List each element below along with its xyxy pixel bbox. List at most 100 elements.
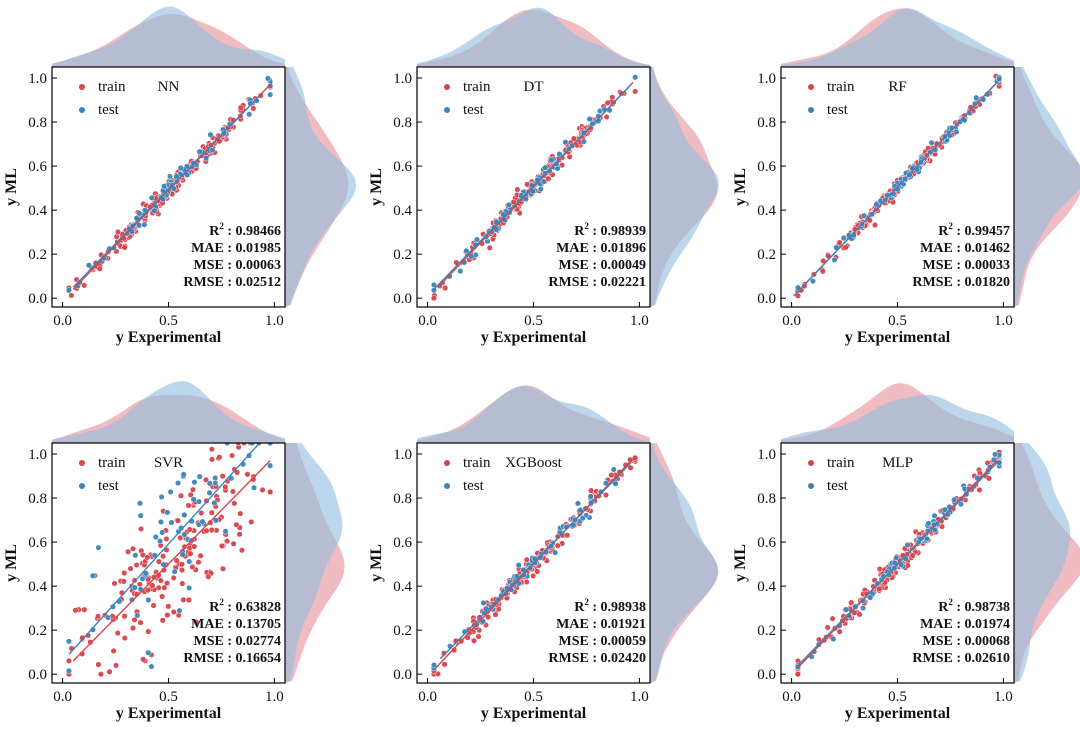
point-test — [923, 535, 931, 542]
point-train — [160, 553, 167, 560]
point-test — [611, 480, 619, 487]
point-train — [554, 542, 561, 549]
point-train — [131, 577, 138, 584]
point-test — [195, 498, 203, 505]
legend-label-train: train — [463, 455, 491, 471]
point-test — [951, 496, 958, 503]
x-tick-label: 0.0 — [53, 313, 72, 329]
x-tick-label: 1.0 — [630, 689, 649, 705]
point-test — [136, 210, 143, 217]
point-train — [137, 619, 144, 626]
point-test — [159, 529, 166, 536]
point-train — [603, 113, 610, 121]
point-test — [139, 575, 146, 582]
kde-right-test — [649, 443, 718, 683]
point-train — [95, 661, 102, 668]
point-test — [574, 500, 581, 507]
point-train — [824, 624, 831, 631]
point-train — [95, 613, 102, 620]
point-train — [476, 614, 483, 621]
point-train — [233, 521, 240, 528]
point-test — [151, 207, 158, 214]
point-test — [602, 480, 609, 487]
x-tick-label: 0.0 — [782, 313, 801, 329]
legend-marker-train — [808, 84, 814, 90]
y-tick-label: 0.6 — [393, 535, 412, 551]
point-train — [229, 488, 237, 495]
marks — [65, 75, 274, 299]
point-train — [180, 596, 187, 603]
point-train — [163, 580, 171, 587]
y-axis-label: y ML — [732, 544, 749, 582]
y-axis-label: y ML — [368, 168, 385, 206]
point-test — [190, 496, 197, 503]
point-train — [193, 619, 200, 626]
point-test — [65, 638, 72, 645]
y-tick-label: 0.4 — [757, 203, 776, 219]
point-test — [222, 528, 229, 535]
x-tick-label: 1.0 — [994, 313, 1013, 329]
point-train — [197, 552, 204, 559]
point-test — [131, 584, 138, 591]
point-train — [230, 540, 237, 547]
point-train — [189, 486, 196, 493]
fit-line-train — [72, 460, 271, 662]
y-tick-label: 0.0 — [757, 291, 776, 307]
point-test — [212, 517, 219, 524]
point-train — [179, 580, 186, 587]
legend-marker-test — [808, 483, 814, 489]
point-test — [145, 649, 152, 656]
point-test — [246, 111, 253, 118]
point-test — [148, 663, 155, 670]
metric-mse: MSE : 0.02774 — [194, 634, 282, 649]
x-axis-label: y Experimental — [116, 329, 222, 346]
point-train — [237, 510, 244, 517]
y-tick-label: 0.4 — [393, 579, 412, 595]
point-train — [235, 443, 242, 447]
point-train — [127, 565, 134, 572]
point-test — [209, 147, 216, 154]
point-test — [181, 511, 188, 518]
x-tick-label: 1.0 — [265, 689, 284, 705]
point-test — [555, 151, 562, 158]
point-train — [450, 647, 457, 654]
y-tick-label: 1.0 — [757, 71, 776, 87]
model-title: MLP — [882, 455, 913, 471]
point-test — [168, 519, 175, 526]
point-test — [867, 594, 874, 601]
point-train — [513, 186, 520, 193]
point-test — [173, 173, 180, 180]
legend-marker-train — [443, 84, 450, 90]
point-test — [141, 221, 148, 228]
fit-line-test — [68, 443, 261, 655]
subplot-nn: 0.0 0.5 1.0 0.0 0.2 0.4 0.6 0.8 1.0 y Experimenta… — [3, 6, 357, 346]
fit-line-test — [72, 95, 261, 288]
point-train — [145, 628, 152, 635]
point-train — [157, 577, 164, 584]
point-train — [198, 509, 205, 517]
point-train — [976, 486, 983, 494]
y-tick-label: 0.6 — [757, 159, 776, 175]
point-test — [957, 501, 964, 508]
y-tick-label: 0.0 — [28, 667, 47, 683]
y-tick-label: 0.2 — [28, 247, 47, 263]
point-test — [196, 148, 203, 155]
point-test — [996, 75, 1003, 82]
kde-top-test — [416, 386, 650, 443]
model-title: NN — [158, 79, 180, 95]
y-tick-label: 1.0 — [393, 447, 412, 463]
point-train — [125, 548, 132, 555]
y-tick-label: 0.8 — [757, 115, 776, 131]
point-test — [580, 138, 587, 145]
point-train — [836, 628, 843, 635]
point-test — [160, 561, 167, 568]
marks — [794, 449, 1003, 678]
point-test — [161, 183, 168, 190]
point-test — [206, 480, 213, 487]
point-train — [114, 229, 121, 236]
model-title: SVR — [154, 455, 183, 471]
point-train — [820, 257, 827, 264]
point-test — [992, 451, 999, 458]
point-train — [170, 608, 177, 616]
point-test — [971, 100, 978, 107]
